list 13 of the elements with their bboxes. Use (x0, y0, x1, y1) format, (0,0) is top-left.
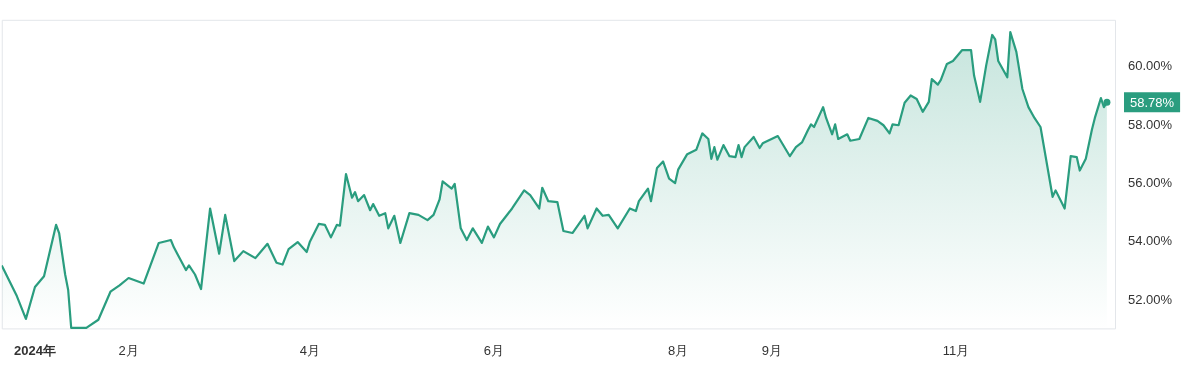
x-tick-label: 11月 (942, 342, 970, 358)
y-tick-label: 56.00% (1128, 174, 1173, 190)
y-tick-label: 54.00% (1128, 233, 1173, 249)
x-tick-label: 9月 (761, 342, 782, 358)
annotation: 58.78% (1130, 94, 1175, 110)
x-tick-label: 6月 (483, 342, 505, 358)
x-tick-label: 4月 (299, 342, 320, 358)
x-tick-label: 2024年 (14, 342, 56, 358)
y-tick-label: 60.00% (1128, 58, 1173, 74)
x-tick-label: 8月 (668, 342, 689, 358)
x-tick-label: 2月 (118, 342, 139, 358)
y-tick-label: 52.00% (1128, 291, 1173, 307)
y-tick-label: 58.00% (1128, 116, 1173, 132)
